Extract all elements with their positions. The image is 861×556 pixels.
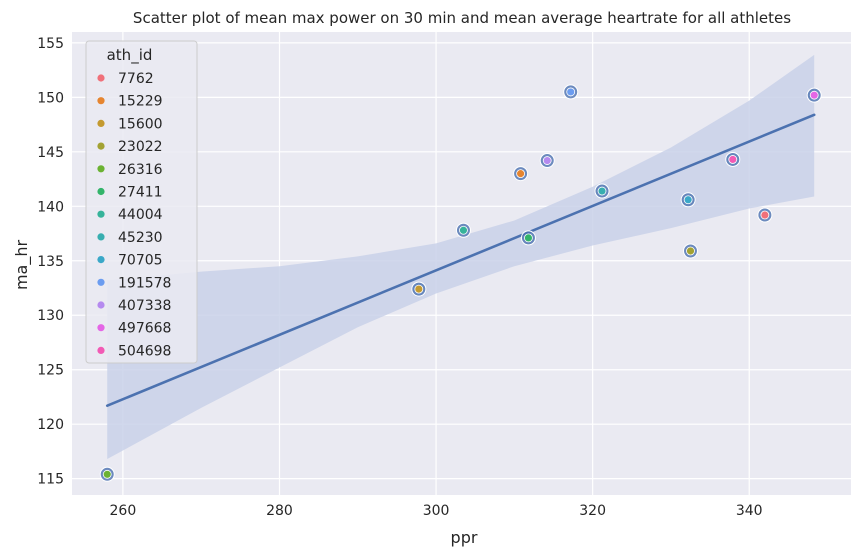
x-tick-label: 300 (423, 503, 450, 519)
y-tick-label: 130 (37, 308, 64, 324)
legend-item: 407338 (97, 298, 171, 314)
legend-item: 497668 (97, 321, 171, 337)
chart-title: Scatter plot of mean max power on 30 min… (133, 9, 791, 27)
legend-label: 497668 (118, 321, 171, 337)
legend-item: 191578 (97, 275, 171, 291)
y-tick-label: 135 (37, 254, 64, 270)
y-tick-label: 120 (37, 417, 64, 433)
point-inner-marker (686, 246, 695, 256)
point-inner-marker (414, 284, 424, 294)
legend-marker (97, 97, 105, 105)
point-inner-marker (683, 195, 693, 205)
legend: ath_id 7762 15229 15600 23022 26316 27411 4400… (85, 40, 198, 364)
legend-label: 7762 (118, 71, 154, 87)
point-inner-marker (516, 169, 526, 179)
legend-label: 23022 (118, 139, 163, 155)
y-tick-label: 145 (37, 145, 64, 161)
data-point (563, 84, 579, 100)
data-point (520, 230, 536, 246)
data-point (594, 183, 610, 199)
point-inner-marker (809, 90, 819, 100)
data-points (99, 84, 822, 482)
y-tick-label: 155 (37, 36, 64, 52)
point-inner-marker (102, 469, 112, 479)
legend-item: 504698 (97, 343, 171, 359)
y-axis-label: ma_hr (12, 240, 32, 291)
legend-label: 26316 (118, 162, 163, 178)
legend-item: 15229 (97, 94, 163, 110)
legend-item: 70705 (97, 253, 163, 269)
legend-marker (97, 233, 105, 241)
data-point (683, 243, 699, 259)
legend-item: 27411 (97, 185, 163, 201)
legend-label: 44004 (118, 207, 163, 223)
point-inner-marker (566, 87, 576, 97)
point-inner-marker (597, 186, 607, 196)
legend-marker (97, 346, 105, 354)
legend-marker (97, 165, 105, 173)
legend-label: 504698 (118, 343, 171, 359)
y-tick-label: 150 (37, 90, 64, 106)
point-inner-marker (524, 233, 533, 243)
data-point (539, 153, 555, 169)
legend-label: 70705 (118, 253, 163, 269)
data-point (680, 192, 696, 208)
point-inner-marker (760, 210, 770, 220)
y-axis-ticks: 115 120 125 130 135 140 145 150 155 (37, 36, 64, 488)
legend-item: 7762 (97, 71, 154, 87)
regression-layer (105, 113, 816, 407)
legend-marker (97, 210, 105, 218)
x-tick-label: 320 (579, 503, 606, 519)
legend-label: 45230 (118, 230, 163, 246)
legend-marker (97, 324, 105, 332)
legend-label: 191578 (118, 275, 171, 291)
legend-marker (97, 187, 105, 196)
data-point (455, 222, 471, 238)
legend-label: 15229 (118, 94, 163, 110)
data-point (806, 87, 822, 103)
legend-marker (97, 119, 105, 127)
legend-item: 44004 (97, 207, 163, 223)
legend-label: 15600 (118, 116, 163, 132)
legend-item: 26316 (97, 162, 163, 178)
regression-line (105, 113, 816, 407)
legend-marker (97, 256, 105, 264)
data-point (513, 166, 529, 182)
point-inner-marker (459, 225, 468, 235)
x-tick-label: 280 (266, 503, 293, 519)
x-axis-ticks: 260 280 300 320 340 (110, 503, 763, 519)
legend-item: 45230 (97, 230, 163, 246)
confidence-band (107, 54, 815, 460)
legend-items: 7762 15229 15600 23022 26316 27411 44004 45230 7… (97, 71, 171, 359)
legend-marker (97, 278, 105, 286)
legend-marker (97, 142, 105, 150)
x-axis-label: ppr (451, 528, 478, 547)
data-point (99, 466, 115, 482)
point-inner-marker (728, 155, 738, 164)
data-point (725, 151, 741, 167)
legend-item: 23022 (97, 139, 163, 155)
y-tick-label: 115 (37, 472, 64, 488)
data-point (411, 281, 427, 297)
legend-marker (97, 301, 105, 309)
x-tick-label: 260 (110, 503, 137, 519)
x-tick-label: 340 (736, 503, 763, 519)
legend-title: ath_id (107, 46, 153, 65)
legend-box (85, 40, 198, 364)
legend-marker (97, 74, 105, 82)
y-tick-label: 140 (37, 199, 64, 215)
legend-item: 15600 (97, 116, 163, 132)
ci-band (107, 54, 815, 460)
legend-label: 407338 (118, 298, 171, 314)
point-inner-marker (542, 156, 552, 165)
y-tick-label: 125 (37, 363, 64, 379)
legend-label: 27411 (118, 185, 163, 201)
data-point (757, 207, 773, 223)
